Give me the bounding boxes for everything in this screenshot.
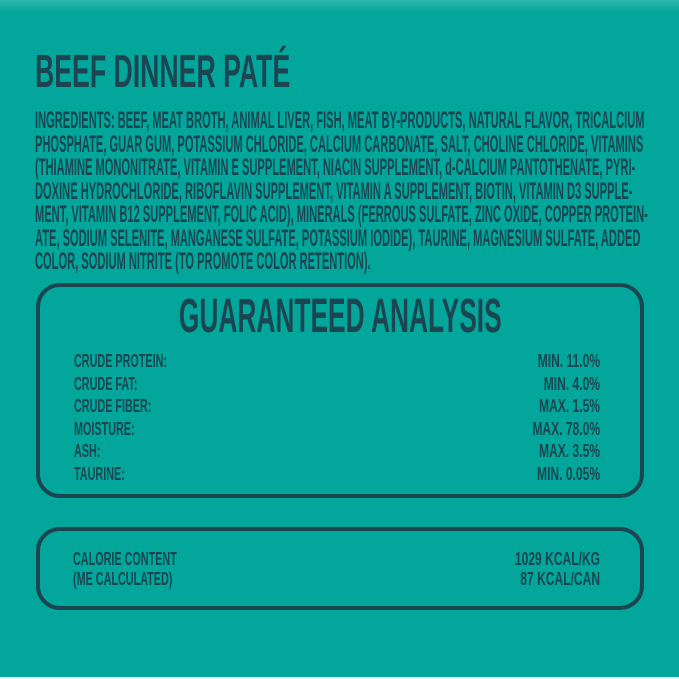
guaranteed-analysis-panel [36,283,644,498]
calorie-content-panel [36,527,644,610]
ingredients-line: (THIAMINE MONONITRATE, VITAMIN E SUPPLEM… [35,154,636,181]
table-row: CRUDE FIBER: MAX. 1.5% [74,395,600,418]
analysis-value: MIN. 0.05% [536,463,600,484]
table-row: TAURINE: MIN. 0.05% [74,463,600,486]
table-row: ASH: MAX. 3.5% [74,440,600,463]
ingredients-line: PHOSPHATE, GUAR GUM, POTASSIUM CHLORIDE,… [35,130,644,158]
analysis-value: MIN. 11.0% [537,351,600,371]
guaranteed-analysis-heading: GUARANTEED ANALYSIS [36,293,644,341]
analysis-value: MIN. 4.0% [543,373,600,394]
table-row: CRUDE FAT: MIN. 4.0% [74,373,600,396]
product-title: BEEF DINNER PATÉ [35,45,291,97]
calorie-label-line: (ME CALCULATED) [73,569,173,589]
ingredients-line: INGREDIENTS: BEEF, MEAT BROTH, ANIMAL LI… [35,107,645,134]
label-bottom-edge [0,677,679,679]
ingredients-line: COLOR, SODIUM NITRITE (TO PROMOTE COLOR … [35,248,371,275]
ingredients-line: DOXINE HYDROCHLORIDE, RIBOFLAVIN SUPPLEM… [35,177,633,205]
calorie-content-values: 1029 KCAL/KG 87 KCAL/CAN [515,549,600,589]
calorie-value-line: 1029 KCAL/KG [514,549,600,569]
analysis-label: ASH: [74,441,101,462]
analysis-label: CRUDE FIBER: [74,396,152,417]
analysis-value: MAX. 1.5% [539,396,600,417]
calorie-content-labels: CALORIE CONTENT (ME CALCULATED) [73,549,177,589]
calorie-content-block: CALORIE CONTENT (ME CALCULATED) 1029 KCA… [73,549,600,589]
analysis-label: MOISTURE: [74,418,135,439]
ingredients-paragraph: INGREDIENTS: BEEF, MEAT BROTH, ANIMAL LI… [35,109,648,274]
label-top-sheen [0,0,679,12]
analysis-label: CRUDE PROTEIN: [74,351,168,371]
calorie-label-line: CALORIE CONTENT [73,549,177,569]
table-row: MOISTURE: MAX. 78.0% [74,418,600,441]
guaranteed-analysis-heading-text: GUARANTEED ANALYSIS [178,290,502,343]
guaranteed-analysis-table: CRUDE PROTEIN: MIN. 11.0% CRUDE FAT: MIN… [74,350,600,486]
ingredients-line: MENT, VITAMIN B12 SUPPLEMENT, FOLIC ACID… [35,201,648,228]
analysis-value: MAX. 78.0% [532,418,600,439]
calorie-value-line: 87 KCAL/CAN [520,569,600,589]
analysis-value: MAX. 3.5% [539,441,600,462]
analysis-label: TAURINE: [74,463,125,484]
analysis-label: CRUDE FAT: [74,373,138,394]
table-row: CRUDE PROTEIN: MIN. 11.0% [74,350,600,373]
ingredients-line: ATE, SODIUM SELENITE, MANGANESE SULFATE,… [35,224,641,252]
